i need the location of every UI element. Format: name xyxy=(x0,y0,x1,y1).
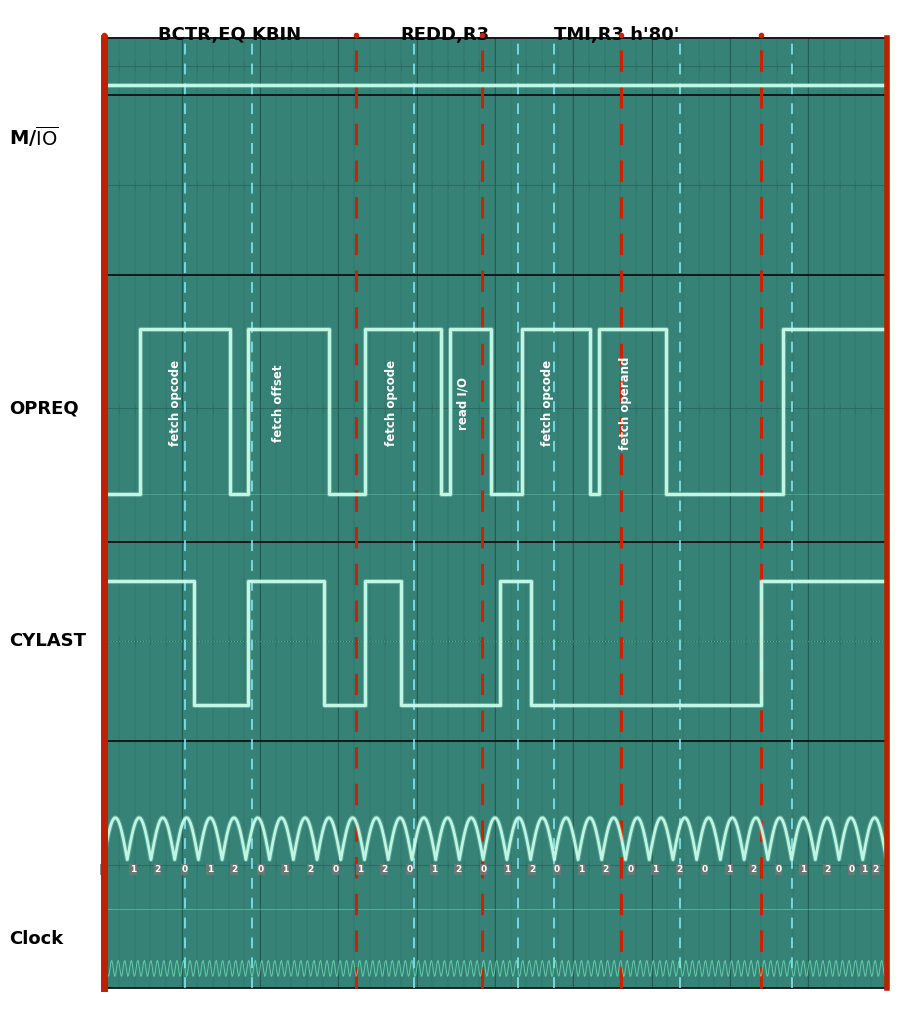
Text: 0: 0 xyxy=(333,865,338,874)
Text: fetch opcode: fetch opcode xyxy=(541,360,554,446)
Text: 1: 1 xyxy=(283,865,288,874)
Text: 1: 1 xyxy=(207,865,212,874)
Text: 1: 1 xyxy=(726,865,732,874)
Text: M/$\overline{\rm IO}$: M/$\overline{\rm IO}$ xyxy=(9,124,58,148)
Text: read I/O: read I/O xyxy=(457,377,470,430)
Text: 2: 2 xyxy=(751,865,756,874)
Text: 0: 0 xyxy=(182,865,187,874)
Text: 0: 0 xyxy=(628,865,634,874)
Text: 2: 2 xyxy=(455,865,461,874)
Text: 2: 2 xyxy=(308,865,313,874)
Text: Clock: Clock xyxy=(9,930,63,948)
Text: 2: 2 xyxy=(824,865,830,874)
Text: fetch opcode: fetch opcode xyxy=(385,360,398,446)
Text: REDD,R3: REDD,R3 xyxy=(400,26,490,44)
Text: fetch operand: fetch operand xyxy=(619,356,632,450)
Text: 0: 0 xyxy=(258,865,264,874)
Text: 1: 1 xyxy=(431,865,436,874)
Text: 0: 0 xyxy=(101,865,106,874)
Text: OPREQ: OPREQ xyxy=(9,399,78,418)
Text: 2: 2 xyxy=(155,865,160,874)
Bar xyxy=(104,38,886,988)
Text: 1: 1 xyxy=(357,865,363,874)
Text: BCTR,EQ KBIN: BCTR,EQ KBIN xyxy=(158,26,301,44)
Text: 1: 1 xyxy=(505,865,510,874)
Text: 1: 1 xyxy=(652,865,658,874)
Text: 1: 1 xyxy=(579,865,584,874)
Text: CYLAST: CYLAST xyxy=(9,632,86,650)
Text: 0: 0 xyxy=(407,865,412,874)
Text: 1: 1 xyxy=(130,865,136,874)
Text: fetch opcode: fetch opcode xyxy=(169,360,182,446)
Text: 1: 1 xyxy=(861,865,867,874)
Text: 1: 1 xyxy=(800,865,806,874)
Text: 2: 2 xyxy=(873,865,878,874)
Text: 0: 0 xyxy=(702,865,707,874)
Text: 2: 2 xyxy=(382,865,387,874)
Text: 2: 2 xyxy=(231,865,237,874)
Text: 2: 2 xyxy=(677,865,682,874)
Text: 2: 2 xyxy=(603,865,608,874)
Text: 0: 0 xyxy=(776,865,781,874)
Text: 0: 0 xyxy=(554,865,560,874)
Text: 2: 2 xyxy=(529,865,535,874)
Text: TMI,R3 h'80': TMI,R3 h'80' xyxy=(554,26,679,44)
Text: fetch offset: fetch offset xyxy=(273,365,285,442)
Text: 0: 0 xyxy=(481,865,486,874)
Text: 0: 0 xyxy=(849,865,854,874)
